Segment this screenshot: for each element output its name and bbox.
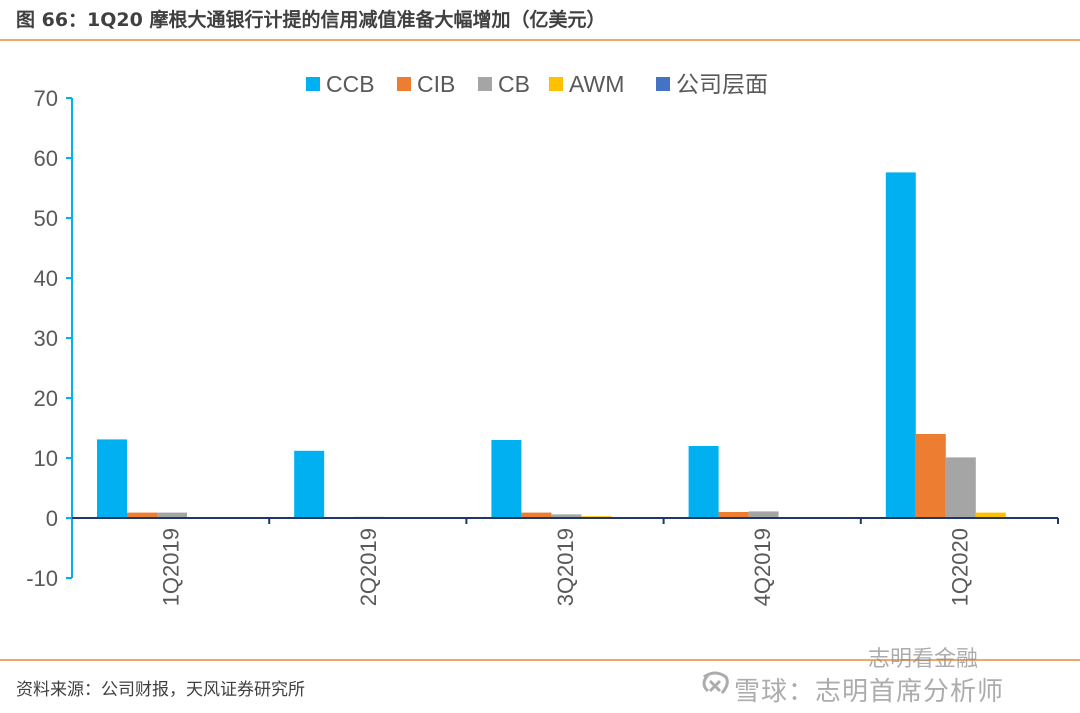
- bar-series: [97, 172, 1006, 518]
- y-axis: -10 0 10 20 30 40 50 60 70: [26, 86, 73, 591]
- xueqiu-logo-icon: [702, 671, 729, 694]
- x-axis: 1Q2019 2Q2019 3Q2019 4Q2019 1Q2020: [72, 517, 1059, 606]
- x-tick-label: 2Q2019: [356, 528, 381, 606]
- legend-swatch-公司层面: [656, 77, 670, 91]
- legend-swatch-CCB: [306, 77, 320, 91]
- y-tick-label: 10: [34, 446, 58, 471]
- y-tick-label: 0: [46, 506, 58, 531]
- x-tick-label: 1Q2019: [159, 528, 184, 606]
- y-tick-label: 40: [34, 266, 58, 291]
- legend-label-CB: CB: [498, 71, 530, 97]
- legend-label-CIB: CIB: [417, 71, 455, 97]
- legend-swatch-CB: [478, 77, 492, 91]
- x-tick-label: 4Q2019: [750, 528, 775, 606]
- bar-CIB-1Q2020: [915, 434, 946, 518]
- figure-title: 图 66：1Q20 摩根大通银行计提的信用减值准备大幅增加（亿美元）: [16, 9, 606, 31]
- watermark-text: 雪球：志明首席分析师: [734, 677, 1005, 707]
- y-tick-label: 70: [34, 86, 58, 111]
- watermark-top-text: 志明看金融: [868, 647, 979, 672]
- bar-CCB-1Q2020: [885, 172, 916, 518]
- bar-AWM-1Q2020: [975, 512, 1006, 518]
- y-tick-label: 20: [34, 386, 58, 411]
- bar-CCB-3Q2019: [491, 440, 522, 518]
- bar-CIB-1Q2019: [127, 512, 157, 518]
- chart-legend: CCB CIB CB AWM 公司层面: [306, 71, 768, 97]
- y-tick-label: -10: [26, 566, 58, 591]
- legend-label-CCB: CCB: [326, 71, 375, 97]
- bar-CB-1Q2020: [945, 457, 976, 518]
- legend-label-公司层面: 公司层面: [676, 71, 768, 97]
- bar-CCB-2Q2019: [294, 450, 325, 518]
- footer-divider: [0, 659, 1080, 661]
- bar-CB-3Q2019: [551, 514, 582, 518]
- bar-CCB-1Q2019: [97, 439, 127, 518]
- title-divider: [0, 39, 1080, 41]
- legend-swatch-CIB: [397, 77, 411, 91]
- x-tick-label: 1Q2020: [947, 528, 972, 606]
- bar-CIB-4Q2019: [718, 512, 749, 518]
- watermark: 志明看金融 雪球：志明首席分析师: [690, 647, 1080, 713]
- y-tick-label: 30: [34, 326, 58, 351]
- source-note: 资料来源：公司财报，天风证券研究所: [16, 680, 305, 700]
- bar-CIB-3Q2019: [521, 512, 552, 518]
- legend-label-AWM: AWM: [569, 71, 624, 97]
- x-tick-label: 3Q2019: [553, 528, 578, 606]
- legend-swatch-AWM: [549, 77, 563, 91]
- y-tick-label: 60: [34, 146, 58, 171]
- bar-CB-1Q2019: [157, 512, 187, 518]
- bar-CB-4Q2019: [748, 511, 779, 518]
- bar-CCB-4Q2019: [688, 446, 719, 518]
- bar-chart: CCB CIB CB AWM 公司层面 -10 0 10 20 30 40 50 60 70 1Q201…: [26, 71, 1059, 606]
- y-tick-label: 50: [34, 206, 58, 231]
